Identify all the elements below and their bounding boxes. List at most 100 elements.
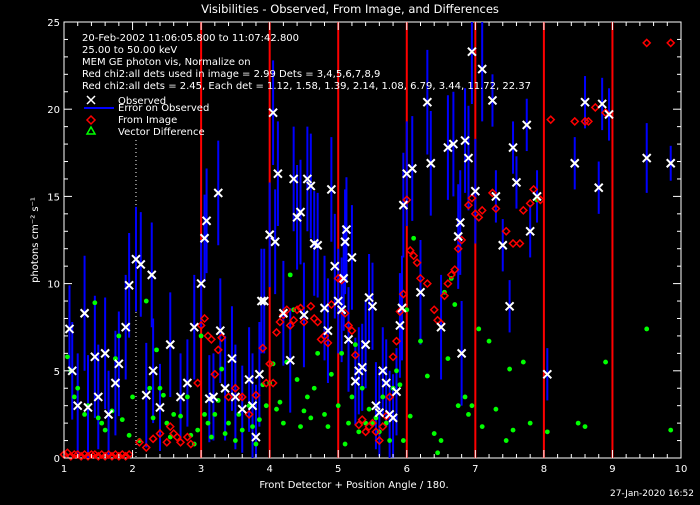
observed-point bbox=[504, 301, 515, 311]
observed-point bbox=[491, 191, 501, 202]
observed-point bbox=[371, 400, 381, 411]
observed-point bbox=[388, 413, 398, 423]
vector-difference-points bbox=[65, 197, 674, 456]
y-tick-label: 5 bbox=[54, 367, 60, 378]
from-image-point bbox=[210, 369, 220, 379]
observed-point bbox=[340, 237, 350, 247]
vector-difference-point bbox=[119, 417, 125, 423]
observed-point bbox=[360, 339, 371, 350]
from-image-point bbox=[251, 390, 261, 400]
observed-point bbox=[124, 280, 134, 291]
from-image-point bbox=[306, 301, 316, 311]
observed-point bbox=[336, 305, 347, 315]
observed-point bbox=[456, 348, 467, 359]
vector-difference-point bbox=[366, 406, 372, 412]
from-image-point bbox=[93, 451, 103, 461]
observed-point bbox=[415, 287, 426, 298]
vector-difference-point bbox=[325, 424, 331, 430]
from-image-point bbox=[323, 338, 333, 348]
from-image-point bbox=[580, 116, 590, 126]
observed-point bbox=[407, 163, 417, 174]
vector-difference-point bbox=[424, 373, 430, 379]
vector-difference-point bbox=[263, 403, 269, 409]
from-image-point bbox=[347, 326, 357, 336]
vector-difference-point bbox=[476, 326, 482, 332]
observed-point bbox=[292, 212, 302, 223]
from-image-point bbox=[405, 245, 415, 256]
from-image-point bbox=[402, 195, 412, 205]
observed-point bbox=[306, 181, 316, 191]
vector-difference-point bbox=[373, 415, 379, 421]
observed-point bbox=[256, 296, 267, 306]
vector-difference-point bbox=[102, 427, 108, 433]
vector-difference-point bbox=[352, 342, 358, 348]
vector-difference-point bbox=[274, 406, 279, 412]
from-image-point bbox=[518, 205, 528, 215]
vector-difference-point bbox=[466, 412, 471, 417]
annotation-line: MEM GE photon vis, Normalize on bbox=[82, 57, 251, 68]
vector-difference-point bbox=[250, 424, 255, 430]
observed-point bbox=[347, 252, 357, 263]
observed-point bbox=[338, 273, 349, 284]
from-image-point bbox=[415, 273, 426, 283]
x-tick-label: 8 bbox=[541, 464, 547, 475]
observed-point bbox=[64, 324, 75, 334]
from-image-point bbox=[199, 313, 210, 324]
observed-point bbox=[278, 308, 289, 318]
from-image-point bbox=[477, 205, 487, 215]
observed-point bbox=[114, 359, 124, 369]
vector-difference-point bbox=[205, 420, 211, 426]
vector-difference-point bbox=[400, 438, 406, 443]
from-image-point bbox=[350, 350, 360, 360]
vector-difference-point bbox=[603, 359, 608, 365]
x-tick-label: 5 bbox=[335, 464, 341, 475]
from-image-point bbox=[453, 244, 463, 254]
vector-difference-point bbox=[342, 441, 348, 447]
annotation-line: Red chi2:all dets used in image = 2.99 D… bbox=[82, 69, 380, 80]
observed-point bbox=[594, 182, 604, 193]
observed-point bbox=[319, 303, 330, 313]
from-image-point bbox=[172, 432, 182, 442]
observed-point bbox=[189, 322, 199, 332]
observed-point bbox=[525, 226, 535, 236]
observed-point bbox=[259, 296, 269, 306]
vector-difference-point bbox=[154, 347, 159, 353]
from-image-point bbox=[124, 449, 134, 460]
vector-difference-point bbox=[394, 368, 399, 374]
vector-difference-point bbox=[178, 413, 183, 419]
vector-difference-point bbox=[202, 412, 207, 417]
from-image-point bbox=[196, 320, 206, 331]
vector-difference-point bbox=[668, 427, 674, 433]
vector-difference-point bbox=[644, 326, 650, 332]
observed-point bbox=[201, 216, 212, 226]
observed-point bbox=[247, 400, 258, 411]
vector-difference-point bbox=[479, 424, 485, 430]
observed-point bbox=[73, 400, 83, 411]
vector-difference-point bbox=[328, 371, 334, 377]
observed-point bbox=[508, 142, 518, 153]
x-tick-label: 2 bbox=[129, 464, 135, 475]
from-image-point bbox=[175, 437, 186, 447]
observed-point bbox=[120, 322, 131, 332]
from-image-point bbox=[450, 265, 460, 275]
observed-point bbox=[165, 339, 175, 350]
vector-difference-point bbox=[143, 298, 149, 304]
from-image-points bbox=[59, 38, 676, 461]
from-image-point bbox=[422, 279, 432, 289]
vector-difference-point bbox=[298, 424, 303, 430]
observed-point bbox=[196, 278, 206, 289]
vector-difference-point bbox=[308, 415, 314, 421]
observed-point bbox=[244, 374, 254, 385]
from-image-point bbox=[69, 449, 79, 460]
observed-point bbox=[666, 158, 676, 168]
vector-difference-point bbox=[95, 415, 101, 421]
from-image-point bbox=[409, 251, 419, 261]
vector-difference-point bbox=[411, 235, 417, 241]
observed-point bbox=[422, 97, 433, 107]
observed-point bbox=[350, 376, 361, 386]
vector-difference-point bbox=[82, 412, 87, 417]
observed-point bbox=[93, 392, 103, 402]
from-image-point bbox=[525, 198, 535, 208]
observed-point bbox=[341, 224, 352, 235]
from-image-point bbox=[313, 317, 323, 327]
